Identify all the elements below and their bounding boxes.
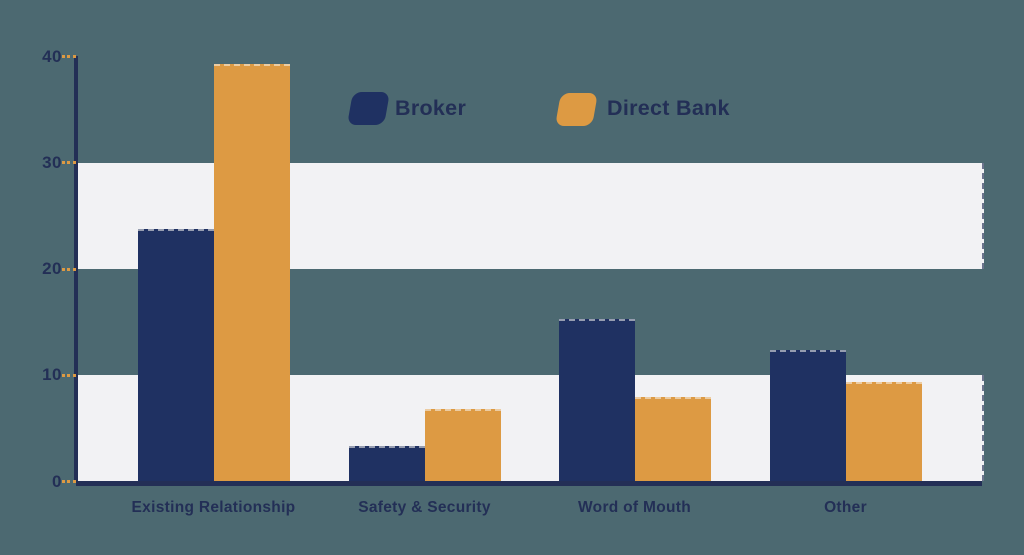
legend-swatch-direct-bank (555, 93, 598, 126)
y-tick-mark-40 (62, 55, 76, 58)
y-tick-mark-20 (62, 267, 76, 271)
y-tick-label-20: 20 (42, 259, 62, 278)
y-axis-line (74, 56, 78, 483)
bar-direct-bank-word-of-mouth (634, 396, 711, 482)
legend-label-direct-bank: Direct Bank (607, 96, 730, 120)
bar-direct-bank-existing-relationship (213, 63, 290, 482)
y-tick-label-0: 0 (52, 471, 62, 491)
x-category-label-word-of-mouth: Word of Mouth (578, 499, 691, 516)
y-tick-mark-30 (62, 161, 76, 165)
x-category-label-existing-relationship: Existing Relationship (131, 499, 296, 516)
y-tick-label-40: 40 (42, 46, 62, 66)
y-tick-mark-0 (62, 480, 76, 483)
bar-broker-word-of-mouth (558, 318, 635, 482)
bar-direct-bank-safety-security (424, 409, 501, 482)
y-tick-label-30: 30 (42, 152, 62, 172)
bar-broker-safety-security (348, 446, 425, 482)
x-category-label-safety-security: Safety & Security (358, 499, 491, 516)
y-tick-mark-10 (62, 373, 76, 377)
bar-broker-existing-relationship (137, 228, 214, 482)
x-axis-line (76, 480, 982, 486)
legend-label-broker: Broker (395, 96, 467, 120)
bar-direct-bank-other (845, 381, 922, 482)
bar-broker-other (769, 349, 846, 482)
y-tick-label-10: 10 (42, 365, 62, 385)
x-category-label-other: Other (824, 499, 867, 516)
legend-swatch-broker (347, 92, 390, 125)
